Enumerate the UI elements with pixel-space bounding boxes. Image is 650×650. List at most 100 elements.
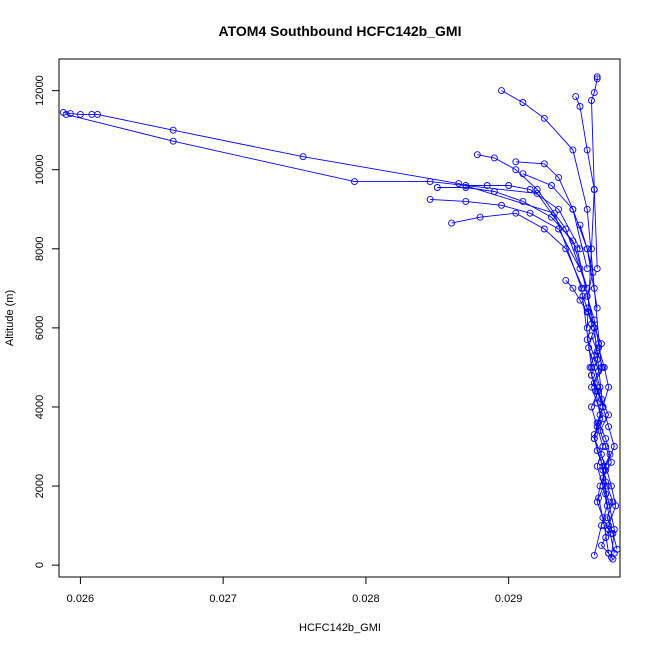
data-point bbox=[593, 498, 601, 506]
data-point bbox=[590, 316, 598, 324]
data-point bbox=[583, 304, 591, 312]
data-point bbox=[526, 186, 534, 193]
data-point bbox=[533, 186, 541, 193]
series-line bbox=[522, 173, 598, 309]
data-point bbox=[593, 387, 601, 395]
data-point bbox=[526, 209, 534, 217]
data-point bbox=[351, 178, 358, 186]
data-point bbox=[426, 178, 434, 186]
data-point bbox=[590, 324, 598, 332]
data-point bbox=[583, 292, 591, 300]
data-point bbox=[540, 225, 548, 233]
data-point bbox=[603, 514, 611, 522]
data-point bbox=[490, 154, 498, 162]
y-tick-label: 2000 bbox=[34, 474, 46, 498]
data-point bbox=[593, 462, 601, 470]
data-point bbox=[62, 110, 70, 118]
series-6 bbox=[433, 184, 591, 292]
data-point bbox=[602, 435, 610, 443]
data-point bbox=[555, 174, 563, 182]
data-point bbox=[569, 146, 577, 154]
plot-frame bbox=[58, 58, 621, 578]
data-point bbox=[576, 245, 584, 253]
y-tick-label: 4000 bbox=[34, 395, 46, 419]
data-point bbox=[595, 419, 603, 427]
series-line bbox=[465, 185, 581, 250]
data-point bbox=[583, 284, 591, 292]
data-point bbox=[605, 498, 613, 506]
data-point bbox=[590, 435, 598, 443]
data-point bbox=[607, 482, 615, 490]
data-point bbox=[597, 522, 605, 530]
data-point bbox=[599, 443, 607, 450]
data-point bbox=[579, 284, 587, 292]
plot-series bbox=[59, 73, 621, 563]
data-point bbox=[512, 166, 520, 174]
data-point bbox=[588, 97, 595, 104]
y-tick-label: 10000 bbox=[34, 154, 46, 185]
data-point bbox=[590, 363, 598, 371]
data-point bbox=[576, 265, 584, 273]
series-line bbox=[598, 347, 617, 554]
data-point bbox=[426, 195, 434, 203]
data-point bbox=[512, 158, 520, 166]
series-8 bbox=[426, 195, 584, 273]
series-line bbox=[437, 187, 588, 289]
data-point bbox=[586, 363, 594, 371]
chart-title: ATOM4 Southbound HCFC142b_GMI bbox=[219, 23, 462, 39]
data-point bbox=[169, 137, 177, 145]
data-point bbox=[593, 73, 601, 81]
data-point bbox=[609, 498, 617, 506]
x-tick-label: 0.028 bbox=[352, 593, 380, 605]
data-point bbox=[299, 153, 307, 161]
data-point bbox=[583, 205, 591, 213]
y-tick-label: 8000 bbox=[34, 237, 46, 261]
data-point bbox=[590, 89, 598, 97]
data-point bbox=[462, 197, 470, 205]
data-point bbox=[555, 205, 563, 213]
data-point bbox=[609, 530, 617, 537]
data-point bbox=[602, 490, 610, 498]
data-point bbox=[512, 209, 520, 217]
data-point bbox=[462, 184, 470, 191]
data-point bbox=[572, 93, 580, 101]
data-point bbox=[555, 225, 563, 233]
data-point bbox=[588, 371, 595, 379]
series-11 bbox=[448, 209, 587, 292]
series-line bbox=[451, 212, 584, 289]
data-point bbox=[599, 482, 607, 490]
data-point bbox=[540, 114, 548, 122]
series-line bbox=[579, 224, 612, 534]
series-7 bbox=[462, 182, 584, 253]
x-tick-label: 0.026 bbox=[67, 593, 95, 605]
data-point bbox=[597, 541, 605, 549]
series-line bbox=[430, 198, 581, 269]
data-point bbox=[597, 458, 605, 466]
data-point bbox=[583, 336, 591, 344]
data-point bbox=[588, 245, 595, 253]
series-line bbox=[565, 280, 588, 313]
data-point bbox=[589, 269, 597, 276]
data-point bbox=[498, 87, 505, 95]
data-point bbox=[573, 245, 581, 253]
x-axis-label: HCFC142b_GMI bbox=[299, 622, 381, 634]
y-tick-label: 6000 bbox=[34, 316, 46, 340]
data-point bbox=[583, 146, 591, 154]
data-point bbox=[590, 551, 598, 559]
data-point bbox=[595, 340, 603, 348]
y-tick-label: 0 bbox=[34, 562, 46, 568]
data-point bbox=[548, 213, 555, 221]
data-point bbox=[519, 99, 527, 106]
data-point bbox=[94, 110, 101, 118]
data-point bbox=[605, 423, 613, 431]
data-point bbox=[498, 201, 505, 209]
data-point bbox=[540, 160, 548, 168]
series-line bbox=[591, 335, 615, 558]
data-point bbox=[610, 443, 618, 450]
data-point bbox=[603, 482, 611, 490]
data-point bbox=[473, 151, 481, 159]
data-point bbox=[576, 221, 584, 229]
series-line bbox=[591, 76, 598, 269]
